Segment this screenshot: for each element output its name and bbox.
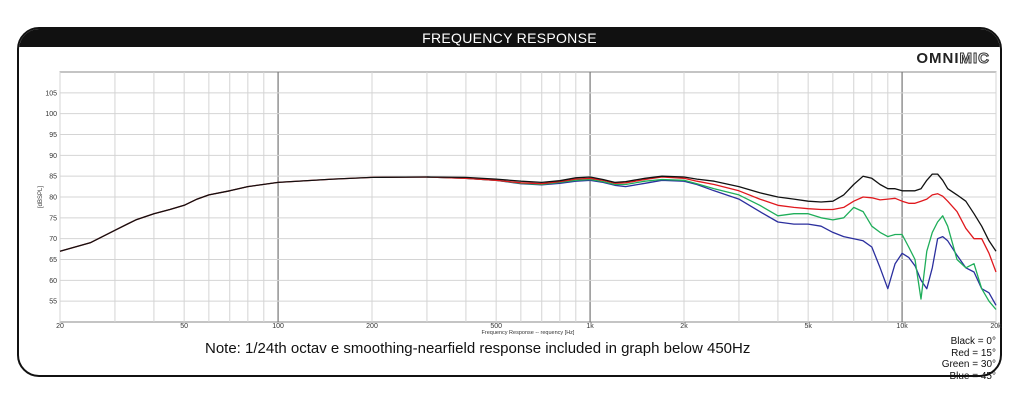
- y-tick-label: 65: [49, 257, 57, 264]
- y-tick-label: 90: [49, 153, 57, 160]
- chart-title: FREQUENCY RESPONSE: [422, 30, 597, 46]
- y-tick-label: 105: [45, 90, 57, 97]
- x-tick-label: 2k: [680, 323, 688, 330]
- series-blue-line: [426, 176, 997, 306]
- x-tick-label: 10k: [896, 323, 908, 330]
- y-tick-label: 70: [49, 236, 57, 243]
- x-tick-label: 100: [272, 323, 284, 330]
- x-tick-label: 5k: [804, 323, 812, 330]
- x-tick-label: 500: [490, 323, 502, 330]
- legend-black: Black = 0°: [950, 336, 996, 347]
- series-black-line: [59, 173, 997, 252]
- y-tick-label: 75: [49, 215, 57, 222]
- legend: Black = 0° Red = 15° Green = 30° Blue = …: [942, 336, 996, 382]
- title-bar: [19, 29, 1000, 47]
- x-tick-label: 20: [56, 323, 64, 330]
- y-tick-label: 85: [49, 174, 57, 181]
- omnimic-logo: OMNIMIC: [916, 50, 990, 68]
- x-axis-label: Frequency Response -- requency [Hz]: [482, 330, 575, 336]
- x-tick-label: 1k: [586, 323, 594, 330]
- y-tick-label: 55: [49, 299, 57, 306]
- smoothing-note: Note: 1/24th octav e smoothing-nearfield…: [205, 340, 751, 357]
- y-tick-label: 95: [49, 132, 57, 139]
- legend-blue: Blue = 45°: [949, 370, 996, 382]
- legend-green: Green = 30°: [941, 359, 996, 370]
- legend-red: Red = 15°: [951, 347, 996, 359]
- y-axis-label: [dBSPL]: [38, 186, 44, 208]
- series-green-line: [426, 176, 997, 310]
- x-tick-label: 50: [180, 323, 188, 330]
- y-tick-label: 100: [45, 111, 57, 118]
- x-tick-label: 20k: [990, 323, 1002, 330]
- x-tick-label: 200: [366, 323, 378, 330]
- y-tick-label: 60: [49, 278, 57, 285]
- y-tick-label: 80: [49, 195, 57, 202]
